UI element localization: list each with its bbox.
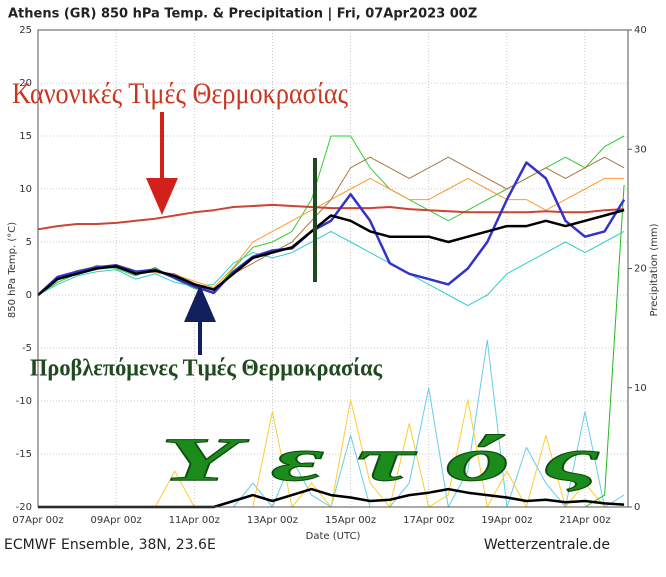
y2-tick-label: 20: [634, 264, 647, 275]
y2-tick-label: 30: [634, 144, 647, 155]
series-line: [37, 208, 625, 296]
arrow-head: [146, 178, 178, 215]
x-tick-label: 19Apr 00z: [481, 515, 532, 526]
series-line: [37, 230, 625, 307]
y2-tick-label: 10: [634, 383, 647, 394]
y2-axis-label: Precipitation (mm): [649, 223, 660, 316]
y-tick-label: -5: [22, 343, 32, 354]
y-tick-label: 5: [26, 237, 32, 248]
credit: Wetterzentrale.de: [484, 537, 610, 553]
x-tick-label: 11Apr 00z: [169, 515, 220, 526]
y-tick-label: -10: [16, 396, 32, 407]
y-tick-label: 20: [19, 78, 32, 89]
x-tick-label: 17Apr 00z: [403, 515, 454, 526]
caption: ECMWF Ensemble, 38N, 23.6E: [4, 537, 216, 553]
annotation: Προβλεπόμενες Τιμές Θερμοκρασίας: [30, 356, 383, 382]
annotation: Υ ε τ ό ς: [160, 426, 601, 494]
x-tick-label: 15Apr 00z: [325, 515, 376, 526]
y-tick-label: -15: [16, 449, 32, 460]
y-tick-label: 10: [19, 184, 32, 195]
chart-title: Athens (GR) 850 hPa Temp. & Precipitatio…: [8, 7, 477, 22]
y-tick-label: 15: [19, 131, 32, 142]
y2-tick-label: 40: [634, 25, 647, 36]
x-tick-label: 21Apr 00z: [559, 515, 610, 526]
y-tick-label: 0: [26, 290, 32, 301]
annotations: Κανονικές Τιμές Θερμοκρασίας Προβλεπόμεν…: [12, 77, 601, 495]
grid: -20 -15 -10 -5 0 5 10 15 20 25 0 10 20 30 40 07Apr 00z 0…: [12, 25, 646, 526]
arrows: [146, 112, 317, 355]
x-tick-label: 07Apr 00z: [12, 515, 63, 526]
y2-tick-label: 0: [634, 502, 640, 513]
y-tick-label: -20: [16, 502, 32, 513]
x-tick-label: 09Apr 00z: [91, 515, 142, 526]
y-axis-label: 850 hPa Temp. (°C): [7, 222, 18, 318]
x-tick-label: 13Apr 00z: [247, 515, 298, 526]
annotation: Κανονικές Τιμές Θερμοκρασίας: [12, 77, 348, 110]
plot-frame: [37, 29, 629, 508]
x-axis-label: Date (UTC): [306, 531, 361, 542]
series-line: [37, 203, 625, 231]
y-tick-label: 25: [19, 25, 32, 36]
arrow-head: [184, 285, 216, 322]
series-line: [37, 161, 626, 296]
